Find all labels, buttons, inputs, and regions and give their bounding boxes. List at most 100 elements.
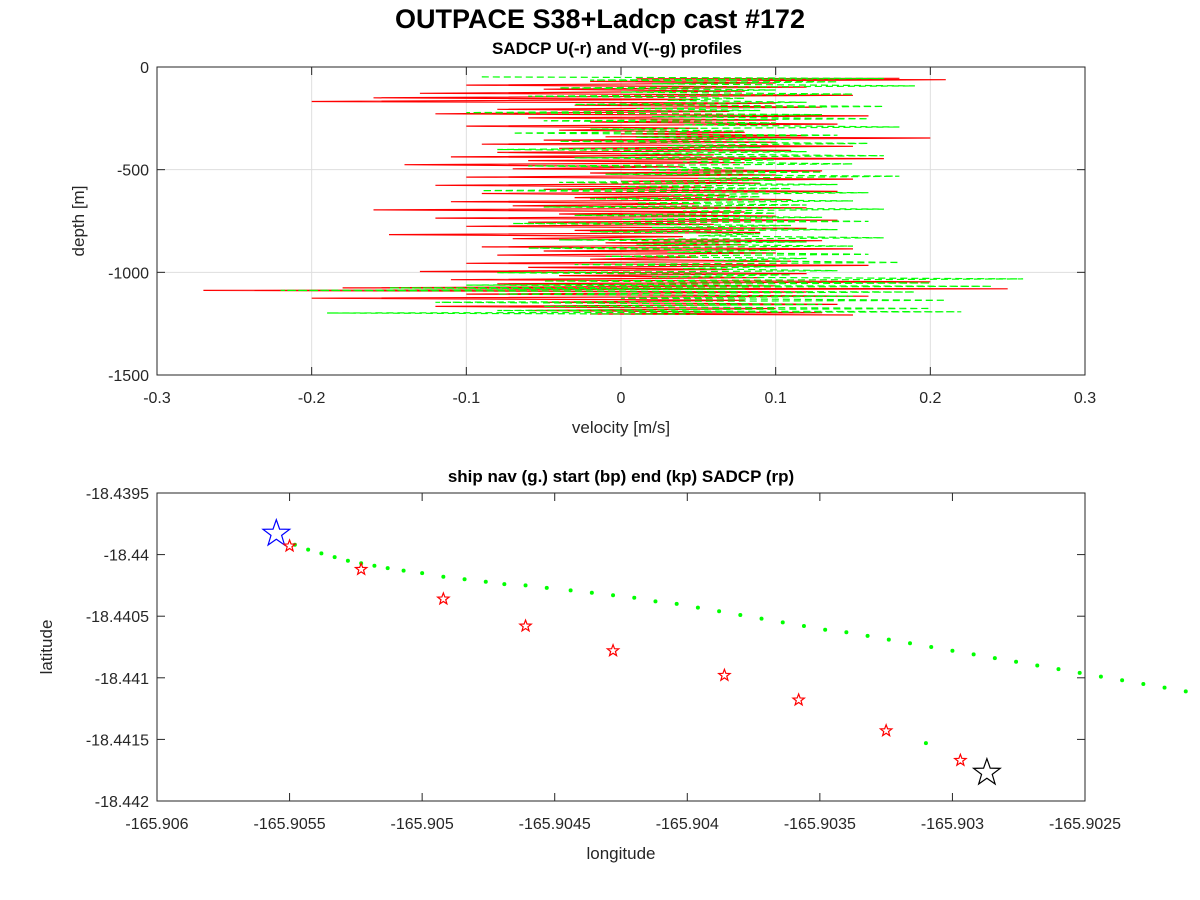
y-tick-label: -18.4395 bbox=[86, 486, 149, 503]
velocity-profile-chart: SADCP U(-r) and V(--g) profiles -0.3 -0.2… bbox=[69, 39, 1096, 437]
nav-point bbox=[738, 612, 743, 617]
nav-point bbox=[801, 624, 806, 629]
nav-point bbox=[568, 588, 573, 593]
nav-point bbox=[971, 652, 976, 657]
nav-point bbox=[1014, 659, 1019, 664]
y-tick-label: -18.44 bbox=[104, 548, 149, 565]
nav-point bbox=[780, 620, 785, 625]
nav-point bbox=[759, 616, 764, 621]
nav-point bbox=[674, 601, 679, 606]
x-tick-label: 0 bbox=[617, 390, 626, 407]
ship-nav-axes-frame bbox=[156, 492, 1086, 802]
nav-point bbox=[589, 590, 594, 595]
sadcp-star bbox=[878, 723, 894, 738]
y-tick-label: -18.442 bbox=[95, 794, 149, 811]
nav-point bbox=[844, 630, 849, 635]
v-velocity-line bbox=[280, 76, 1024, 315]
nav-point bbox=[611, 593, 616, 598]
nav-point bbox=[319, 551, 324, 556]
nav-point bbox=[441, 574, 446, 579]
nav-point bbox=[1162, 685, 1167, 690]
x-tick-label: -165.9035 bbox=[784, 816, 856, 833]
ship-nav-y-axis-label: latitude bbox=[37, 620, 56, 675]
nav-point bbox=[653, 599, 658, 604]
x-tick-label: -165.904 bbox=[656, 816, 719, 833]
nav-point bbox=[1183, 689, 1188, 694]
nav-point bbox=[372, 563, 377, 568]
nav-point bbox=[306, 547, 311, 552]
y-tick-label: -500 bbox=[117, 163, 149, 180]
figure-title: OUTPACE S38+Ladcp cast #172 bbox=[395, 4, 805, 34]
velocity-y-ticks: 0 -500 -1000 -1500 bbox=[108, 60, 1085, 385]
ship-nav-plot-area bbox=[157, 493, 1085, 801]
x-tick-label: -165.9055 bbox=[254, 816, 326, 833]
ship-nav-chart-title: ship nav (g.) start (bp) end (kp) SADCP … bbox=[448, 467, 794, 486]
sadcp-star bbox=[605, 642, 621, 657]
y-tick-label: -18.441 bbox=[95, 671, 149, 688]
nav-point bbox=[1056, 667, 1061, 672]
x-tick-label: 0.1 bbox=[765, 390, 787, 407]
x-tick-label: -165.9045 bbox=[519, 816, 591, 833]
sadcp-star bbox=[282, 538, 297, 553]
nav-point bbox=[929, 645, 934, 649]
velocity-x-ticks: -0.3 -0.2 -0.1 0 0.1 0.2 0.3 bbox=[143, 67, 1096, 407]
nav-point bbox=[1077, 670, 1082, 675]
nav-point bbox=[923, 741, 928, 746]
nav-point bbox=[950, 648, 955, 653]
velocity-series-group bbox=[203, 76, 1024, 316]
x-tick-label: -165.903 bbox=[921, 816, 984, 833]
sadcp-star bbox=[518, 618, 533, 633]
nav-point bbox=[632, 595, 637, 600]
sadcp-star bbox=[791, 692, 806, 707]
nav-point bbox=[1098, 674, 1103, 679]
x-tick-label: -0.2 bbox=[298, 390, 326, 407]
x-tick-label: -0.3 bbox=[143, 390, 171, 407]
x-tick-label: -165.9025 bbox=[1049, 816, 1121, 833]
nav-point bbox=[502, 582, 507, 587]
velocity-x-axis-label: velocity [m/s] bbox=[572, 418, 670, 437]
nav-point bbox=[865, 633, 870, 638]
x-tick-label: -165.905 bbox=[391, 816, 454, 833]
nav-point bbox=[483, 579, 488, 584]
ship-nav-x-ticks: -165.906 -165.9055 -165.905 -165.9045 -165.9… bbox=[125, 493, 1121, 833]
velocity-y-axis-label: depth [m] bbox=[69, 186, 88, 257]
nav-point bbox=[345, 558, 350, 563]
sadcp-star bbox=[717, 667, 732, 682]
start-star bbox=[261, 517, 292, 547]
nav-point bbox=[886, 637, 891, 642]
x-tick-label: -165.906 bbox=[125, 816, 188, 833]
x-tick-label: -0.1 bbox=[453, 390, 481, 407]
y-tick-label: -1500 bbox=[108, 368, 149, 385]
ship-nav-y-ticks: -18.4395 -18.44 -18.4405 -18.441 -18.4415 -18… bbox=[86, 486, 1085, 811]
velocity-chart-title: SADCP U(-r) and V(--g) profiles bbox=[492, 39, 742, 58]
nav-point bbox=[332, 555, 337, 560]
nav-point bbox=[544, 585, 549, 590]
nav-point bbox=[385, 566, 390, 571]
y-tick-label: -18.4405 bbox=[86, 609, 149, 626]
ship-nav-series-group bbox=[261, 517, 1188, 786]
nav-point bbox=[401, 568, 406, 573]
nav-point bbox=[695, 605, 700, 610]
nav-point bbox=[992, 656, 997, 661]
x-tick-label: 0.3 bbox=[1074, 390, 1096, 407]
nav-point bbox=[1141, 681, 1146, 686]
nav-point bbox=[1035, 663, 1040, 668]
y-tick-label: -1000 bbox=[108, 265, 149, 282]
y-tick-label: -18.4415 bbox=[86, 732, 149, 749]
sadcp-star bbox=[953, 752, 968, 767]
sadcp-star bbox=[353, 561, 369, 576]
nav-point bbox=[1120, 678, 1125, 683]
ship-nav-x-axis-label: longitude bbox=[586, 844, 655, 863]
nav-point bbox=[717, 609, 722, 614]
y-tick-label: 0 bbox=[140, 60, 149, 77]
nav-point bbox=[420, 571, 425, 576]
x-tick-label: 0.2 bbox=[919, 390, 941, 407]
nav-point bbox=[462, 577, 467, 582]
nav-point bbox=[908, 641, 913, 646]
ship-nav-chart: ship nav (g.) start (bp) end (kp) SADCP … bbox=[37, 467, 1188, 863]
end-star bbox=[971, 756, 1002, 786]
nav-point bbox=[823, 627, 828, 632]
nav-point bbox=[523, 583, 528, 588]
